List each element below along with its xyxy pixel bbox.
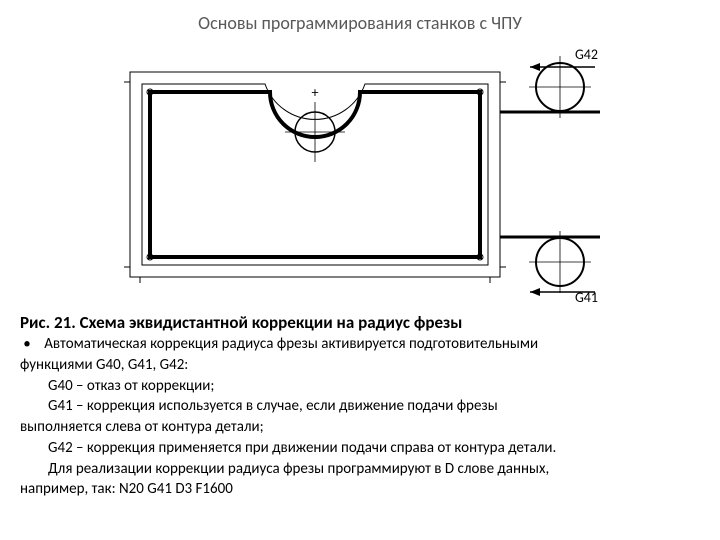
- text-line-3: G40 – отказ от коррекции;: [20, 377, 700, 396]
- label-g41: G41: [575, 289, 598, 302]
- text-line-6: G42 – коррекция применяется при движении…: [20, 439, 700, 458]
- figure-caption: Рис. 21. Схема эквидистантной коррекции …: [0, 312, 720, 333]
- text-line-4: G41 – коррекция используется в случае, е…: [20, 397, 700, 416]
- text-line-7: Для реализации коррекции радиуса фрезы п…: [20, 460, 700, 479]
- svg-text:+: +: [312, 84, 319, 101]
- text-line-2: функциями G40, G41, G42:: [20, 356, 700, 375]
- equidistant-correction-diagram: + G42 G41: [100, 42, 620, 302]
- text-line-8: например, так: N20 G41 D3 F1600: [20, 480, 700, 499]
- page-title: Основы программирования станков с ЧПУ: [0, 0, 720, 34]
- text-line-5: выполняется слева от контура детали;: [20, 418, 700, 437]
- diagram-container: + G42 G41: [100, 42, 620, 302]
- label-g42: G42: [575, 46, 598, 63]
- body-text: • Автоматическая коррекция радиуса фрезы…: [0, 335, 720, 499]
- text-line-1: Автоматическая коррекция радиуса фрезы а…: [44, 335, 538, 353]
